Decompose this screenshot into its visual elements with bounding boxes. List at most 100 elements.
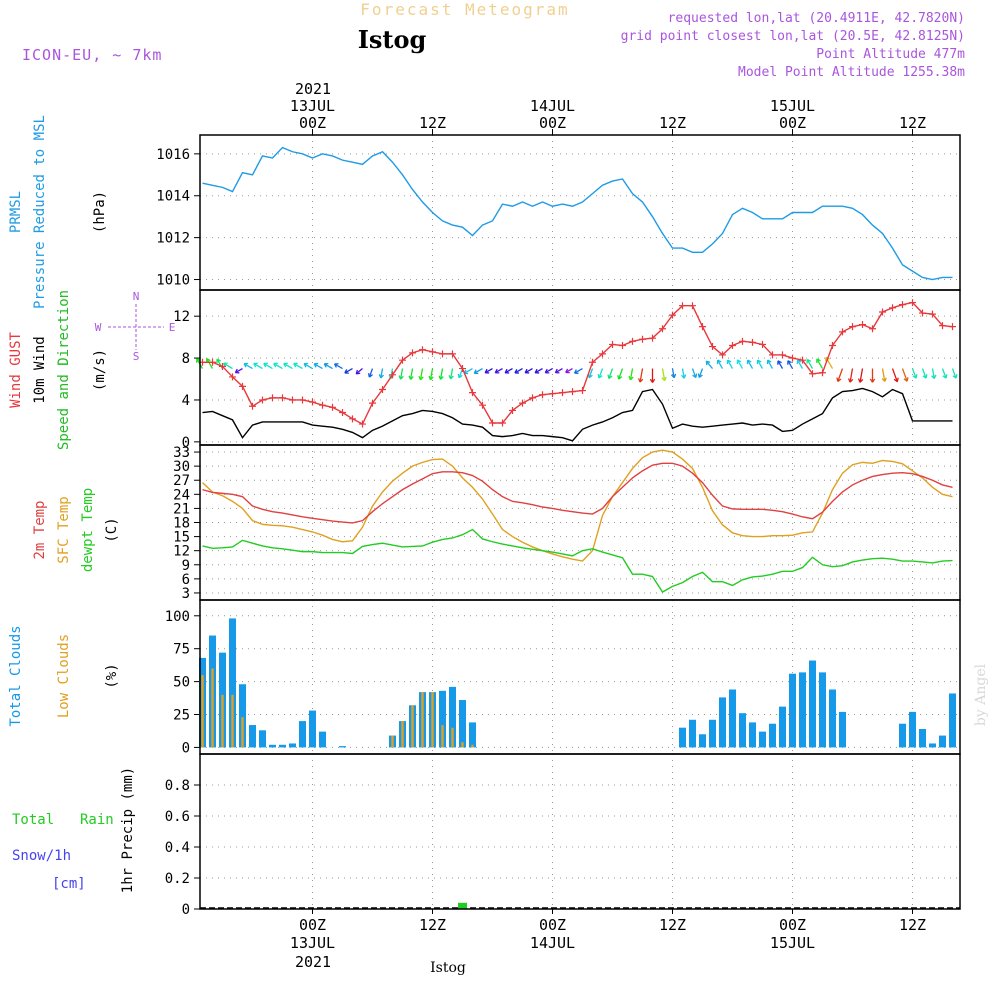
wind-arrow-head	[922, 374, 928, 379]
total-clouds-bar	[319, 731, 326, 748]
wind-arrow-head	[457, 373, 463, 379]
wind-arrow-shaft	[223, 362, 233, 370]
compass-e: E	[169, 321, 176, 334]
wind-label-2: 10m Wind	[32, 336, 48, 403]
wind-arrow-head	[869, 378, 876, 383]
point-altitude: Point Altitude 477m	[816, 47, 965, 62]
wind-arrow-head	[912, 374, 918, 379]
wind-gust-line-point	[769, 351, 776, 359]
low-clouds-bar	[401, 721, 404, 748]
top-time-label: 00Z	[299, 114, 326, 132]
wind-arrow-shaft	[544, 367, 553, 374]
wind-arrow-shaft	[323, 363, 333, 370]
wind-arrow	[941, 368, 948, 379]
wind-arrow-shaft	[816, 358, 824, 369]
sfc-temp-line	[202, 449, 953, 562]
pressure-label-1: PRMSL	[8, 191, 24, 233]
wind-gust-line-point	[859, 321, 866, 329]
wind-arrow-shaft	[409, 368, 414, 380]
wind-arrow	[911, 368, 918, 379]
wind-arrow-head	[716, 359, 722, 365]
total-clouds-bar	[289, 743, 296, 748]
wind-arrow-head	[637, 378, 644, 383]
wind-arrow	[705, 360, 713, 369]
requested-lonlat: requested lon,lat (20.4911E, 42.7820N)	[668, 11, 965, 26]
top-date-label: 15JUL	[770, 97, 815, 115]
wind-arrow-shaft	[303, 363, 313, 370]
model-altitude: Model Point Altitude 1255.38m	[738, 65, 965, 80]
wind-gust-line-point	[449, 350, 456, 358]
total-clouds-bar	[699, 734, 706, 748]
wind-gust-line-point	[549, 390, 556, 398]
wind-arrow-shaft	[494, 367, 503, 374]
wind-arrow	[323, 362, 333, 370]
wind-gust-line-point	[319, 401, 326, 409]
wind-gust-line-point	[709, 343, 716, 351]
wind-arrow	[367, 368, 374, 378]
wind-arrow-shaft	[263, 362, 273, 370]
wind-arrow	[554, 367, 563, 374]
wind-gust-line-point	[849, 323, 856, 331]
t2m-temp-line	[202, 462, 953, 524]
wind-arrow-shaft	[273, 362, 283, 370]
wind-arrow	[514, 367, 523, 374]
wind-arrow-head	[881, 377, 887, 382]
wind-arrow-shaft	[608, 368, 614, 379]
wind-arrow-head	[816, 358, 821, 363]
model-label: ICON-EU, ~ 7km	[22, 46, 162, 64]
wind-arrow	[756, 359, 764, 369]
wind-gust-line-point	[879, 308, 886, 316]
wind-arrow-head	[617, 375, 623, 380]
wind-arrow-head	[504, 368, 510, 374]
wind-arrow-shaft	[931, 368, 935, 379]
wind-gust-line-point	[349, 415, 356, 423]
wind-arrow	[716, 359, 724, 369]
bottom-date-label: 13JUL	[290, 934, 335, 952]
wind-gust-line-point	[929, 310, 936, 318]
wind-gust-line-point	[819, 369, 826, 377]
wind-arrow-shaft	[639, 368, 644, 383]
temp-units: (C)	[104, 517, 120, 542]
total-clouds-bar	[749, 722, 756, 748]
y-tick-label: 1012	[156, 231, 190, 247]
wind-gust-line-point	[869, 325, 876, 333]
wind-arrow-head	[408, 375, 414, 380]
wind-gust-line-point	[799, 356, 806, 364]
total-rain-label-b: Rain	[80, 812, 114, 828]
wind-gust-line-point	[939, 322, 946, 330]
wind-arrow-shaft	[439, 368, 444, 380]
wind-arrow-shaft	[473, 367, 483, 374]
wind-arrow-head	[494, 368, 500, 374]
wind-arrow	[494, 367, 503, 374]
y-tick-label: 0.8	[165, 778, 190, 794]
wind-arrow-shaft	[797, 359, 804, 369]
wind-arrow	[263, 362, 273, 370]
top-year: 2021	[295, 80, 331, 98]
wind-arrow-shaft	[806, 359, 814, 369]
wind-gust-line-point	[269, 394, 276, 402]
wind-arrow-shaft	[380, 368, 384, 379]
wind-arrow	[891, 368, 899, 383]
wind-gust-line-point	[359, 420, 366, 428]
wind-arrow	[628, 368, 634, 381]
total-clouds-bar	[309, 710, 316, 748]
low-clouds-bar	[411, 705, 414, 748]
wind-gust-line-point	[739, 337, 746, 345]
bottom-year: 2021	[295, 953, 331, 971]
wind-gust-line-point	[659, 325, 666, 333]
wind-arrow	[448, 368, 454, 380]
pressure-label-2: Pressure Reduced to MSL	[32, 115, 48, 309]
wind-arrow	[726, 359, 734, 369]
wind-arrow-head	[544, 368, 550, 374]
wind-arrow-shaft	[671, 368, 675, 378]
wind-arrow-shaft	[588, 368, 594, 378]
wind-arrow	[303, 362, 313, 370]
wind-label-3: Speed and Direction	[56, 290, 72, 450]
wind-arrow-shaft	[534, 367, 543, 374]
wind-arrow-head	[777, 360, 782, 365]
low-clouds-bar	[231, 694, 234, 748]
wind-arrow	[534, 367, 543, 374]
grid-lonlat: grid point closest lon,lat (20.5E, 42.81…	[621, 29, 965, 44]
wind-arrow-head	[952, 374, 958, 379]
wind-arrow-head	[428, 375, 434, 381]
